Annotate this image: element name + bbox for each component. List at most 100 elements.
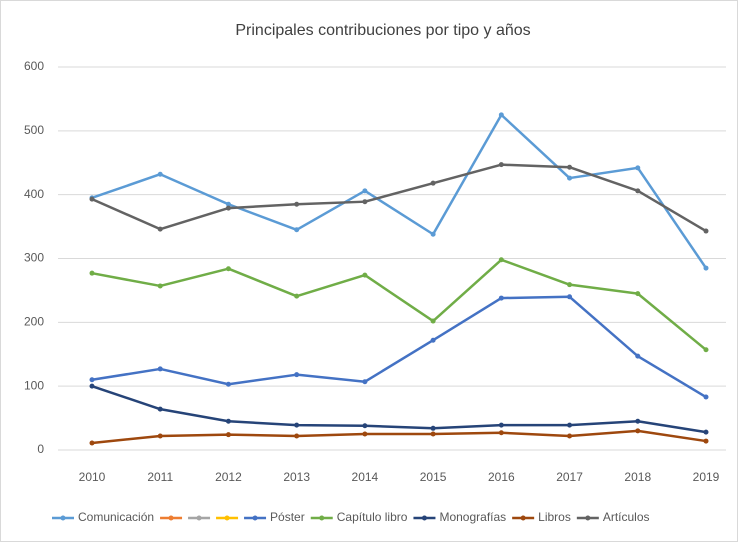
data-point <box>157 433 163 439</box>
data-point <box>362 423 368 429</box>
legend-label: Libros <box>538 510 571 524</box>
data-point <box>89 440 95 446</box>
data-point <box>362 431 368 437</box>
legend-marker-dot <box>319 515 325 521</box>
data-point <box>430 231 436 237</box>
data-point <box>703 394 709 400</box>
data-point <box>635 428 641 434</box>
series-line <box>91 384 707 434</box>
legend-marker-dot <box>585 515 591 521</box>
x-tick-label: 2016 <box>488 470 515 484</box>
data-point <box>430 337 436 343</box>
data-point <box>703 438 709 444</box>
x-tick-label: 2019 <box>693 470 720 484</box>
series-line <box>91 163 707 233</box>
data-point <box>703 429 709 435</box>
legend-marker-dot <box>520 515 526 521</box>
data-point <box>89 270 95 276</box>
data-point <box>635 188 641 194</box>
data-point <box>430 318 436 324</box>
legend-marker-empty-dot <box>224 515 230 521</box>
y-tick-label: 600 <box>24 59 44 73</box>
data-point <box>430 431 436 437</box>
legend-label: Comunicación <box>78 510 154 524</box>
data-point <box>225 201 231 207</box>
x-tick-label: 2014 <box>352 470 379 484</box>
legend-label: Monografías <box>439 510 506 524</box>
x-tick-label: 2012 <box>215 470 242 484</box>
y-tick-label: 0 <box>37 442 44 456</box>
x-tick-label: 2015 <box>420 470 447 484</box>
data-point <box>362 379 368 385</box>
data-point <box>430 180 436 186</box>
x-tick-label: 2011 <box>147 470 173 484</box>
data-point <box>89 377 95 383</box>
data-point <box>225 381 231 387</box>
data-point <box>157 366 163 372</box>
data-point <box>362 272 368 278</box>
y-tick-label: 500 <box>24 123 44 137</box>
legend-marker-empty-dot <box>168 515 174 521</box>
data-point <box>362 188 368 194</box>
data-point <box>225 205 231 211</box>
data-point <box>703 265 709 271</box>
data-point <box>567 164 573 170</box>
legend-label: Póster <box>270 510 305 524</box>
data-point <box>498 257 504 263</box>
data-point <box>567 175 573 181</box>
data-point <box>225 418 231 424</box>
x-tick-label: 2017 <box>556 470 583 484</box>
data-point <box>294 293 300 299</box>
data-point <box>703 228 709 234</box>
data-point <box>157 283 163 289</box>
data-point <box>294 372 300 378</box>
chart-title: Principales contribuciones por tipo y añ… <box>235 22 530 39</box>
legend-label: Capítulo libro <box>337 510 408 524</box>
legend-marker-dot <box>252 515 258 521</box>
data-point <box>498 162 504 168</box>
data-point <box>89 196 95 202</box>
x-tick-label: 2018 <box>624 470 651 484</box>
data-point <box>567 433 573 439</box>
y-tick-label: 400 <box>24 187 44 201</box>
data-point <box>225 432 231 438</box>
legend-marker-empty-dot <box>196 515 202 521</box>
data-point <box>635 165 641 171</box>
data-point <box>157 171 163 177</box>
data-point <box>703 347 709 353</box>
data-point <box>635 353 641 359</box>
series-line <box>91 113 708 269</box>
y-tick-label: 100 <box>24 378 44 392</box>
series-line <box>91 429 707 445</box>
data-point <box>635 418 641 424</box>
data-point <box>294 201 300 207</box>
series-line <box>91 258 707 351</box>
series-line <box>91 295 707 399</box>
data-point <box>294 422 300 428</box>
data-point <box>157 226 163 232</box>
legend-marker-dot <box>421 515 427 521</box>
data-point <box>498 112 504 118</box>
data-point <box>567 294 573 300</box>
data-point <box>225 266 231 272</box>
legend-label: Artículos <box>603 510 650 524</box>
x-tick-label: 2010 <box>79 470 106 484</box>
data-point <box>567 422 573 428</box>
legend-marker-dot <box>60 515 66 521</box>
data-point <box>635 291 641 297</box>
data-point <box>430 425 436 431</box>
x-tick-label: 2013 <box>283 470 310 484</box>
data-point <box>498 430 504 436</box>
data-point <box>567 282 573 288</box>
data-point <box>294 433 300 439</box>
data-point <box>362 199 368 205</box>
y-tick-label: 300 <box>24 251 44 265</box>
data-point <box>498 422 504 428</box>
data-point <box>157 406 163 412</box>
data-point <box>498 295 504 301</box>
y-tick-label: 200 <box>24 315 44 329</box>
data-point <box>89 383 95 389</box>
data-point <box>294 227 300 233</box>
